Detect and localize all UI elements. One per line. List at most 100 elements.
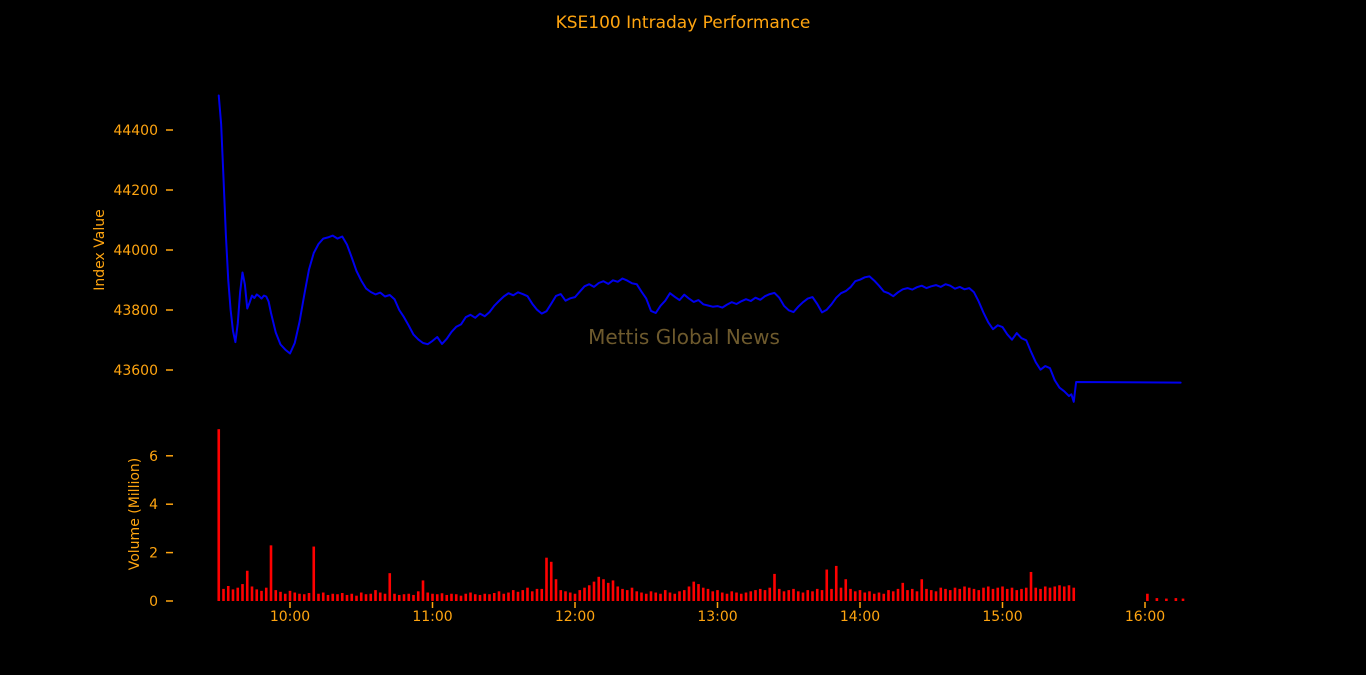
volume-bar: [730, 591, 734, 601]
volume-bar: [526, 587, 529, 601]
plot-dynamic-layer: 43600 43800 44000 44200 44400 Index Value 0 2 4 6…: [92, 94, 1185, 625]
volume-bar: [492, 593, 496, 601]
volume-bar: [469, 592, 472, 601]
volume-y-tick-label: 4: [149, 497, 158, 513]
volume-bar: [1053, 586, 1057, 601]
volume-bar: [868, 591, 871, 601]
volume-bar: [1062, 586, 1066, 601]
volume-bar: [407, 593, 411, 601]
volume-bar: [483, 593, 487, 601]
volume-bar: [834, 565, 838, 601]
volume-bar: [711, 591, 715, 601]
chart-title: KSE100 Intraday Performance: [556, 13, 811, 33]
volume-bar: [768, 587, 772, 601]
volume-axis-label: Volume (Million): [127, 458, 143, 571]
volume-bar: [245, 570, 249, 601]
volume-bar: [298, 593, 301, 601]
volume-bar: [445, 594, 449, 601]
volume-bar: [1029, 571, 1033, 601]
volume-bar: [720, 592, 724, 601]
volume-bar: [1165, 598, 1168, 601]
volume-bar: [839, 587, 843, 601]
volume-bar: [602, 579, 605, 601]
volume-bar: [782, 591, 786, 601]
volume-bar: [250, 586, 254, 601]
volume-bar: [369, 593, 373, 601]
volume-bar: [758, 588, 762, 601]
volume-bar: [350, 593, 354, 601]
volume-bar: [1020, 588, 1023, 601]
volume-bar: [682, 590, 686, 601]
x-tick-label: 14:00: [840, 609, 880, 625]
volume-bar: [388, 573, 392, 601]
volume-bar: [996, 587, 1000, 601]
volume-bar: [991, 588, 995, 601]
volume-bar: [559, 590, 563, 601]
volume-bar: [516, 591, 520, 601]
volume-bar: [725, 593, 729, 601]
volume-bar: [1001, 586, 1004, 601]
volume-bar: [255, 589, 259, 601]
volume-bar: [934, 591, 938, 601]
volume-bar: [929, 590, 933, 601]
volume-bar: [616, 586, 620, 601]
volume-bar: [283, 593, 287, 601]
volume-bar: [383, 593, 387, 601]
volume-bar: [336, 594, 339, 601]
volume-bar: [659, 593, 662, 601]
volume-bar: [241, 584, 244, 601]
volume-bar: [1058, 585, 1061, 601]
volume-bar: [440, 593, 444, 601]
volume-bar: [587, 585, 591, 601]
volume-bar: [915, 591, 919, 601]
volume-bar: [815, 588, 819, 601]
volume-bar: [925, 588, 928, 601]
volume-bar: [663, 590, 667, 601]
volume-bar: [754, 590, 757, 601]
volume-bar: [378, 592, 382, 601]
volume-bar: [1024, 587, 1028, 601]
volume-bar: [592, 581, 596, 601]
volume-bar: [806, 590, 810, 601]
volume-bar: [554, 579, 558, 601]
volume-bar: [1072, 587, 1076, 601]
volume-bar: [507, 592, 510, 601]
volume-bar: [307, 593, 311, 601]
volume-bar: [231, 589, 235, 601]
volume-bar: [640, 592, 643, 601]
volume-bar: [630, 587, 634, 601]
volume-bar: [830, 588, 833, 601]
volume-bar: [697, 584, 700, 601]
volume-bar: [792, 588, 795, 601]
volume-bar: [986, 586, 990, 601]
volume-bar: [264, 587, 268, 601]
x-tick-label: 16:00: [1125, 609, 1165, 625]
volume-bar: [1146, 593, 1149, 601]
volume-bar: [364, 594, 368, 601]
volume-bar: [317, 593, 320, 601]
volume-bar: [573, 593, 577, 601]
volume-y-tick-label: 0: [149, 594, 158, 610]
volume-bar: [312, 546, 316, 601]
volume-bar: [887, 590, 890, 601]
volume-bar: [678, 591, 681, 601]
volume-bar: [896, 588, 900, 601]
volume-bar: [920, 579, 924, 601]
volume-bar: [431, 593, 434, 601]
x-tick-label: 13:00: [697, 609, 737, 625]
index-y-tick-label: 44000: [113, 243, 158, 259]
volume-bar: [355, 595, 358, 601]
volume-bar: [473, 594, 477, 601]
volume-bar: [359, 592, 363, 601]
volume-bar: [393, 593, 396, 601]
volume-bar: [402, 594, 406, 601]
volume-bar: [673, 593, 677, 601]
volume-bar: [1039, 588, 1042, 601]
volume-bar: [882, 593, 886, 601]
volume-bar: [706, 588, 710, 601]
volume-bar: [716, 590, 719, 601]
volume-bar: [906, 590, 909, 601]
volume-bar: [530, 591, 534, 601]
volume-bar: [397, 594, 401, 601]
